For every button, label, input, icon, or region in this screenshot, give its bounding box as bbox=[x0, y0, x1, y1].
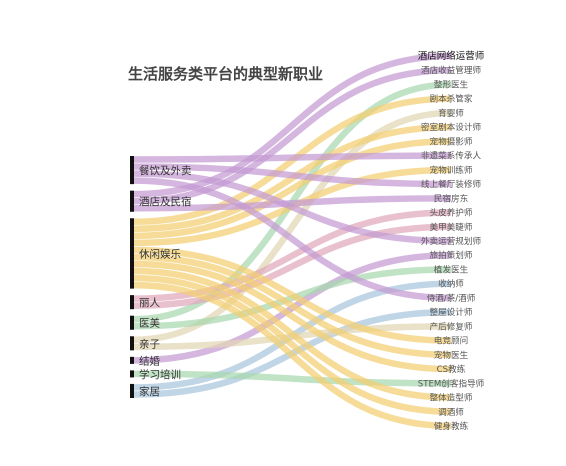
flow-band bbox=[133, 138, 452, 240]
flow-band bbox=[133, 152, 452, 163]
source-node-bar bbox=[130, 336, 134, 351]
target-label: 外卖运营规划师 bbox=[421, 235, 482, 247]
source-node-bar bbox=[130, 156, 134, 185]
target-label: 电竞顾问 bbox=[434, 335, 468, 347]
source-node-bar bbox=[130, 190, 134, 212]
target-label: 线上餐厅装修师 bbox=[421, 178, 482, 190]
flow-band bbox=[133, 163, 452, 188]
flow-band bbox=[133, 260, 452, 373]
target-label: 剧本杀管家 bbox=[430, 93, 473, 105]
source-label: 餐饮及外卖 bbox=[139, 164, 192, 177]
target-label: 头皮养护师 bbox=[430, 207, 473, 219]
target-label: 育婴师 bbox=[438, 107, 464, 119]
flow-band bbox=[133, 195, 452, 212]
target-label: 非遗菜系传承人 bbox=[421, 150, 482, 162]
flow-band bbox=[133, 267, 452, 401]
source-label: 家居 bbox=[139, 385, 160, 398]
target-label: 宠物训练师 bbox=[430, 164, 473, 176]
flow-band bbox=[133, 177, 452, 302]
target-label: 旅拍策划师 bbox=[430, 249, 473, 261]
target-label: 收纳师 bbox=[438, 278, 464, 290]
target-label: 整体造型师 bbox=[430, 392, 473, 404]
targets-layer: 酒店网络运营师酒店收益管理师整形医生剧本杀管家育婴师密室剧本设计师宠物摄影师非遗… bbox=[418, 50, 485, 432]
target-label: 宠物医生 bbox=[434, 349, 469, 361]
flow-band bbox=[133, 246, 452, 344]
source-label: 亲子 bbox=[139, 337, 160, 350]
target-label: 植发医生 bbox=[434, 263, 469, 275]
target-label: 密室剧本设计师 bbox=[421, 121, 482, 133]
flows-layer bbox=[133, 52, 452, 430]
target-label: 健身教练 bbox=[434, 420, 469, 432]
target-label: 美甲美睫师 bbox=[430, 221, 473, 233]
source-node-bar bbox=[130, 370, 134, 378]
source-node-bar bbox=[130, 383, 134, 398]
flow-band bbox=[133, 66, 452, 205]
target-label: CS教练 bbox=[437, 363, 466, 375]
flow-band bbox=[133, 223, 452, 309]
source-node-bar bbox=[130, 315, 134, 330]
source-label: 酒店及民宿 bbox=[139, 195, 192, 208]
source-node-bar bbox=[130, 295, 134, 310]
source-node-bar bbox=[130, 218, 134, 289]
flow-band bbox=[133, 170, 452, 245]
flow-band bbox=[133, 253, 452, 359]
target-label: 民宿房东 bbox=[434, 192, 469, 204]
target-label: 产后修复师 bbox=[430, 320, 473, 332]
target-label: STEM创客指导师 bbox=[418, 377, 485, 389]
flow-band bbox=[133, 370, 452, 387]
source-label: 医美 bbox=[139, 317, 160, 330]
source-label: 结婚 bbox=[139, 354, 160, 367]
target-label: 整形医生 bbox=[434, 78, 469, 90]
flow-band bbox=[133, 274, 452, 416]
source-label: 学习培训 bbox=[139, 368, 181, 381]
source-label: 休闲娱乐 bbox=[139, 247, 181, 260]
flow-band bbox=[133, 281, 452, 430]
target-label: 酒店网络运营师 bbox=[418, 50, 485, 62]
target-label: 整屋设计师 bbox=[430, 306, 473, 318]
source-label: 丽人 bbox=[139, 297, 160, 309]
target-label: 调酒师 bbox=[438, 406, 464, 418]
flow-band bbox=[133, 109, 452, 344]
target-label: 酒店收益管理师 bbox=[421, 64, 482, 76]
target-label: 宠物摄影师 bbox=[430, 135, 473, 147]
diagram-title: 生活服务类平台的典型新职业 bbox=[128, 65, 323, 83]
source-node-bar bbox=[130, 356, 134, 364]
target-label: 侍酒/茶/酒师 bbox=[427, 292, 476, 304]
